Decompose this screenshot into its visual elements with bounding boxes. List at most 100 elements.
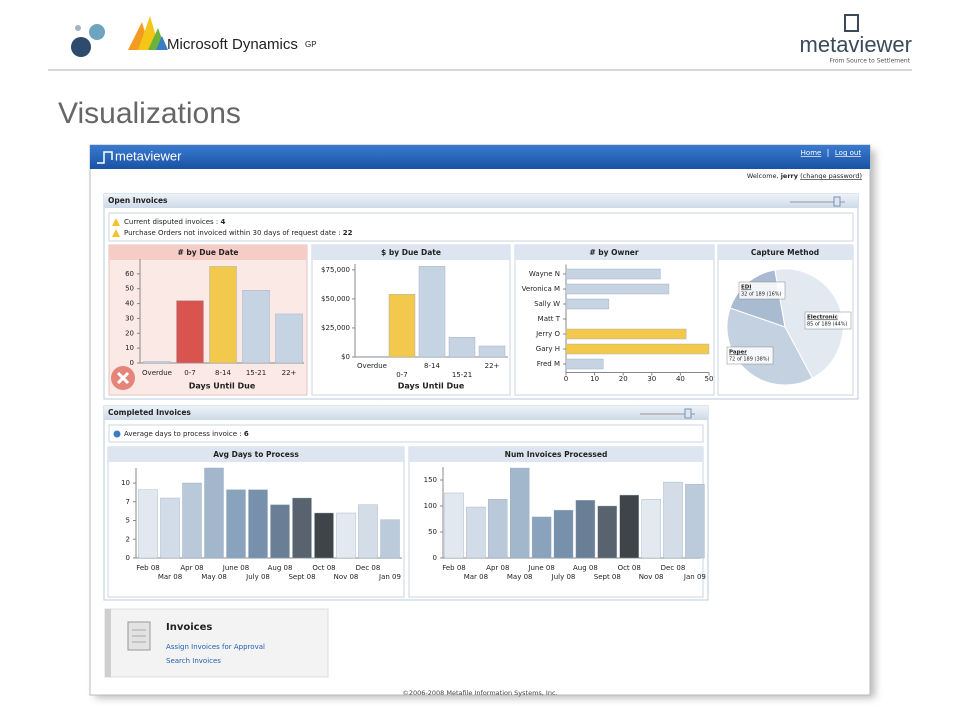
y-tick-label: Fred M <box>537 360 560 368</box>
x-tick-label: 30 <box>647 375 656 383</box>
bar <box>270 504 290 559</box>
bar <box>444 492 464 559</box>
chart-panel <box>108 244 308 396</box>
nav-link[interactable]: Log out <box>835 149 861 157</box>
y-tick-label: 5 <box>126 517 130 525</box>
alert-box <box>108 212 854 242</box>
bar <box>565 283 670 295</box>
y-tick-label: 40 <box>125 300 134 308</box>
x-tick-label: 50 <box>705 375 714 383</box>
bar <box>182 482 202 559</box>
alert-label: Purchase Orders not invoiced within 30 d… <box>124 229 341 237</box>
bar <box>488 499 508 559</box>
info-label: Average days to process invoice : <box>124 430 242 438</box>
user: jerry <box>780 172 799 180</box>
x-tick-label: Oct 08 <box>312 564 335 572</box>
pie-label-box <box>738 281 786 300</box>
slider-knob[interactable] <box>684 408 692 419</box>
y-tick-label: 0 <box>126 554 130 562</box>
pie-label-value: 72 of 189 (38%) <box>729 357 770 363</box>
change-password[interactable]: (change password) <box>800 172 862 180</box>
pie-slice <box>726 307 814 386</box>
y-tick-label: 10 <box>121 479 130 487</box>
invoices-link[interactable]: Search Invoices <box>166 657 221 665</box>
bar <box>358 356 386 358</box>
bar <box>565 358 604 370</box>
bar <box>663 481 683 559</box>
slider-knob[interactable] <box>833 196 841 207</box>
x-tick-label: Sept 08 <box>288 573 315 581</box>
brand: Microsoft Dynamics <box>167 36 298 53</box>
bar <box>275 313 303 364</box>
x-tick-label: 8-14 <box>424 362 440 370</box>
chart-title: # by Owner <box>589 248 638 257</box>
x-tick-label: Sept 08 <box>594 573 621 581</box>
y-tick-label: $50,000 <box>321 295 350 303</box>
x-tick-label: 15-21 <box>452 371 472 379</box>
bar <box>176 300 204 364</box>
bar <box>204 467 224 559</box>
info-box <box>108 424 704 443</box>
warning-icon <box>112 229 120 237</box>
x-tick-label: Nov 08 <box>639 573 664 581</box>
y-tick-label: 10 <box>125 344 134 352</box>
panel-title: Open Invoices <box>108 196 168 205</box>
pie-label-box <box>804 311 852 330</box>
nav-link[interactable]: Home <box>801 149 822 157</box>
bar <box>685 483 705 559</box>
app-logo: metaviewer <box>115 148 182 163</box>
bar <box>553 509 574 559</box>
bar <box>565 328 687 340</box>
logo-dot <box>75 25 81 31</box>
bar <box>466 506 486 559</box>
y-tick-label: 150 <box>424 476 437 484</box>
pie-label-value: 32 of 189 (16%) <box>741 292 782 298</box>
bar <box>388 294 416 358</box>
info-value: 6 <box>244 430 249 438</box>
y-tick-label: 7 <box>126 498 130 506</box>
x-tick-label: June 08 <box>222 564 249 572</box>
x-tick-label: 22+ <box>282 369 297 377</box>
chart-panel-header <box>109 245 307 260</box>
bar <box>575 500 596 559</box>
chart-title: Num Invoices Processed <box>505 450 608 459</box>
bar <box>619 494 639 559</box>
chart-panel-header <box>409 447 703 462</box>
panel-header <box>104 194 858 208</box>
y-tick-label: $75,000 <box>321 266 350 274</box>
y-tick-label: Matt T <box>538 315 561 323</box>
bar <box>292 497 312 559</box>
x-tick-label: 22+ <box>485 362 500 370</box>
x-tick-label: May 08 <box>201 573 227 581</box>
bar <box>641 499 661 559</box>
logo-dot <box>89 24 105 40</box>
y-tick-label: Gary H <box>536 345 560 353</box>
x-tick-label: Mar 08 <box>158 573 182 581</box>
dynamics-logo <box>128 16 168 50</box>
welcome-text: Welcome, <box>747 172 779 180</box>
x-tick-label: July 08 <box>245 573 270 581</box>
y-tick-label: Veronica M <box>522 285 560 293</box>
bar <box>138 489 158 559</box>
y-tick-label: $0 <box>341 353 350 361</box>
document-icon <box>127 621 151 651</box>
y-tick-label: 50 <box>428 528 437 536</box>
alert: Purchase Orders not invoiced within 30 d… <box>124 229 353 237</box>
app-header <box>90 145 870 169</box>
chart-panel-header <box>108 447 404 462</box>
chart-title: # by Due Date <box>178 248 239 257</box>
x-tick-label: 15-21 <box>246 369 266 377</box>
y-tick-label: $25,000 <box>321 324 350 332</box>
bar <box>478 345 506 358</box>
bar <box>597 505 617 559</box>
invoices-title: Invoices <box>166 622 212 633</box>
chart-panel-header <box>312 245 510 260</box>
invoices-link[interactable]: Assign Invoices for Approval <box>166 643 265 651</box>
x-tick-label: Nov 08 <box>334 573 359 581</box>
bar <box>565 268 661 280</box>
y-tick-label: 30 <box>125 314 134 322</box>
x-tick-label: 0-7 <box>184 369 195 377</box>
y-tick-label: 0 <box>433 554 437 562</box>
chart-title: Avg Days to Process <box>213 450 299 459</box>
panel-header <box>104 406 708 420</box>
